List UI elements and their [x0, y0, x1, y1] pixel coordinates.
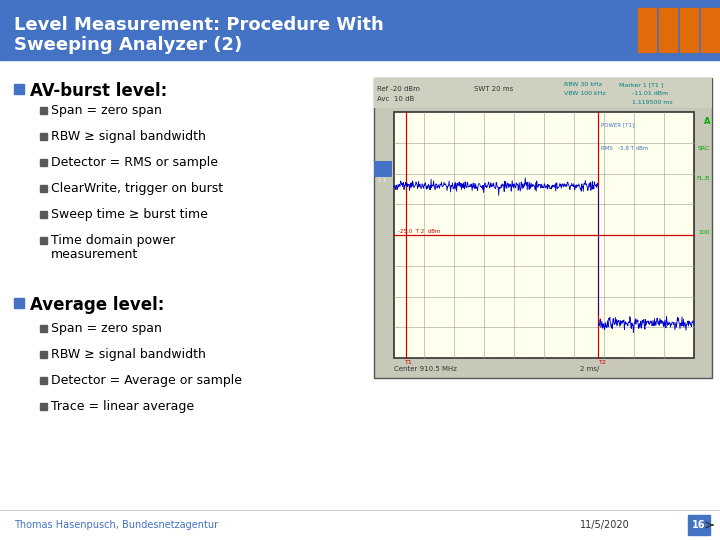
Text: T2: T2: [599, 360, 607, 365]
Text: Span = zero span: Span = zero span: [51, 322, 162, 335]
Bar: [659, 8, 677, 52]
Text: T1: T1: [405, 360, 413, 365]
Bar: [40, 185, 47, 192]
Bar: [374, 78, 712, 378]
Text: Span = zero span: Span = zero span: [51, 104, 162, 117]
Text: VBW 100 kHz: VBW 100 kHz: [564, 91, 606, 96]
Text: Time domain power: Time domain power: [51, 234, 175, 247]
Bar: [40, 237, 47, 244]
Text: FL.B: FL.B: [697, 176, 710, 181]
Text: AV-burst level:: AV-burst level:: [30, 82, 167, 100]
Bar: [40, 133, 47, 140]
Bar: [374, 78, 712, 108]
Text: Thomas Hasenpusch, Bundesnetzagentur: Thomas Hasenpusch, Bundesnetzagentur: [14, 520, 218, 530]
Bar: [40, 211, 47, 218]
Bar: [688, 515, 710, 535]
Text: 11/5/2020: 11/5/2020: [580, 520, 630, 530]
Text: Center 910.5 MHz: Center 910.5 MHz: [394, 366, 457, 372]
Text: Avc  10 dB: Avc 10 dB: [377, 96, 414, 102]
Text: ClearWrite, trigger on burst: ClearWrite, trigger on burst: [51, 182, 223, 195]
Text: RBW ≥ signal bandwidth: RBW ≥ signal bandwidth: [51, 348, 206, 361]
Text: 16: 16: [692, 520, 706, 530]
Bar: [638, 8, 656, 52]
Text: Trace = linear average: Trace = linear average: [51, 400, 194, 413]
Text: Sweep time ≥ burst time: Sweep time ≥ burst time: [51, 208, 208, 221]
Bar: [40, 159, 47, 166]
Text: A: A: [703, 117, 710, 126]
Bar: [40, 325, 47, 332]
Bar: [394, 112, 694, 358]
Text: RBW ≥ signal bandwidth: RBW ≥ signal bandwidth: [51, 130, 206, 143]
Bar: [701, 8, 719, 52]
Text: 1.119500 ms: 1.119500 ms: [632, 100, 672, 105]
Bar: [0, 0, 720, 60]
Text: SRC: SRC: [698, 146, 710, 151]
Text: measurement: measurement: [51, 248, 138, 261]
Text: Sweeping Analyzer (2): Sweeping Analyzer (2): [14, 36, 242, 54]
Text: L 1: L 1: [379, 178, 387, 184]
Text: 100: 100: [698, 230, 710, 235]
Text: Detector = RMS or sample: Detector = RMS or sample: [51, 156, 218, 169]
Bar: [40, 351, 47, 358]
Bar: [14, 298, 24, 308]
Text: SWT 20 ms: SWT 20 ms: [474, 86, 513, 92]
Bar: [40, 377, 47, 384]
Text: Detector = Average or sample: Detector = Average or sample: [51, 374, 242, 387]
Bar: [40, 107, 47, 114]
Text: POWER [T1]: POWER [T1]: [601, 122, 634, 127]
Text: RMS   -5.8 T dBm: RMS -5.8 T dBm: [601, 146, 648, 151]
Text: Level Measurement: Procedure With: Level Measurement: Procedure With: [14, 16, 384, 34]
Text: RBW 30 kHz: RBW 30 kHz: [564, 82, 602, 87]
Bar: [14, 84, 24, 94]
Text: Marker 1 [T1 ]: Marker 1 [T1 ]: [619, 82, 663, 87]
Bar: [680, 8, 698, 52]
Text: Ref -20 dBm: Ref -20 dBm: [377, 86, 420, 92]
Text: -25.0  T 2  dBm: -25.0 T 2 dBm: [398, 229, 441, 234]
Text: 2 ms/: 2 ms/: [580, 366, 599, 372]
Text: Average level:: Average level:: [30, 296, 164, 314]
Text: -11.01 dBm: -11.01 dBm: [632, 91, 668, 96]
Bar: [374, 161, 392, 177]
Bar: [40, 403, 47, 410]
